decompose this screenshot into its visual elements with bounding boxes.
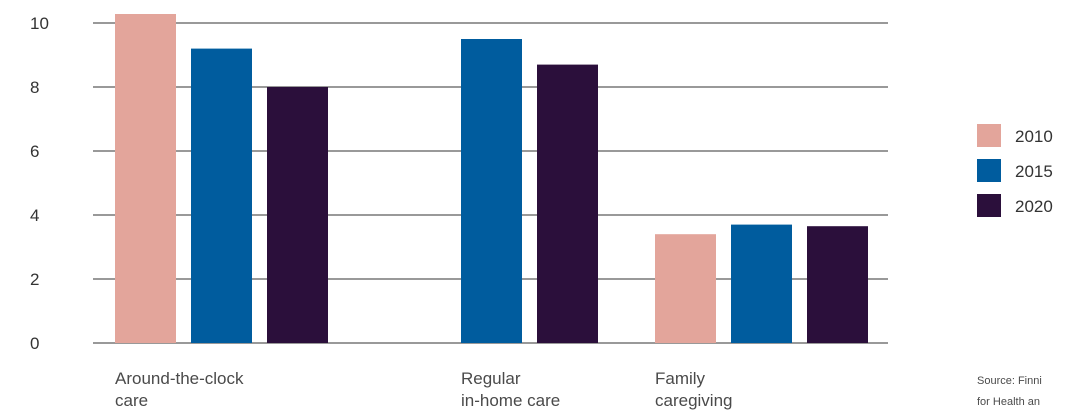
legend-label-2010: 2010: [1015, 127, 1053, 146]
legend: 2010 2015 2020: [977, 124, 1053, 217]
category-labels: Around-the-clock care Regular in-home care F…: [115, 369, 733, 410]
legend-swatch-2015: [977, 159, 1001, 182]
legend-label-2015: 2015: [1015, 162, 1053, 181]
category-label: in-home care: [461, 391, 560, 410]
legend-label-2020: 2020: [1015, 197, 1053, 216]
legend-swatch-2010: [977, 124, 1001, 147]
bars: [115, 14, 868, 343]
bar-2015-0: [191, 48, 252, 343]
legend-swatch-2020: [977, 194, 1001, 217]
y-tick-label: 4: [30, 206, 39, 225]
category-label: caregiving: [655, 391, 733, 410]
category-label: Regular: [461, 369, 521, 388]
bar-2010-0: [115, 14, 176, 343]
y-tick-label: 2: [30, 270, 39, 289]
y-tick-label: 10: [30, 14, 49, 33]
source-text: Source: Finni: [977, 375, 1042, 387]
bar-2010-2: [655, 234, 716, 343]
source-note: Source: Finni for Health an: [977, 375, 1042, 408]
y-tick-label: 8: [30, 78, 39, 97]
category-label: Family: [655, 369, 706, 388]
category-label: Around-the-clock: [115, 369, 244, 388]
y-axis-ticks: 0 2 4 6 8 10: [30, 14, 49, 353]
bar-2020-0: [267, 87, 328, 343]
bar-2015-1: [461, 39, 522, 343]
source-text: for Health an: [977, 396, 1040, 408]
category-label: care: [115, 391, 148, 410]
bar-2020-1: [537, 64, 598, 343]
y-tick-label: 0: [30, 334, 39, 353]
bar-2015-2: [731, 224, 792, 343]
bar-2020-2: [807, 226, 868, 343]
y-tick-label: 6: [30, 142, 39, 161]
